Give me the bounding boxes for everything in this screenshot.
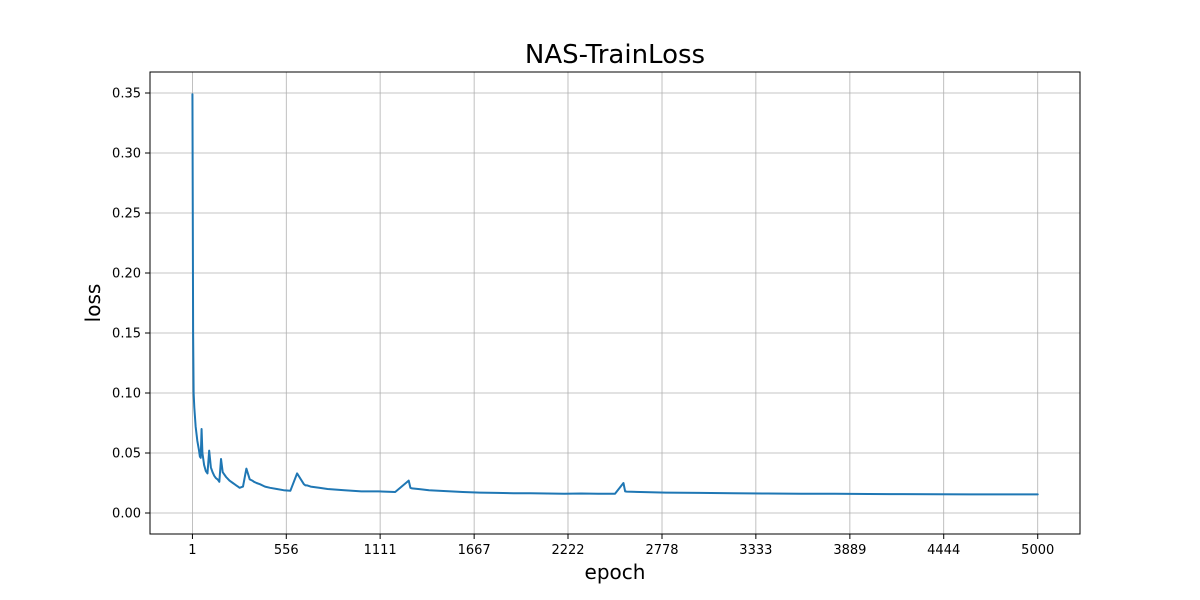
- x-tick-label: 3333: [739, 543, 772, 558]
- chart-title: NAS-TrainLoss: [525, 40, 705, 70]
- y-tick-label: 0.30: [112, 147, 141, 162]
- y-tick-label: 0.00: [112, 507, 141, 522]
- y-axis-ticks: 0.00 0.05 0.10 0.15 0.20 0.25 0.30 0.35: [112, 87, 150, 522]
- series-layer: [191, 93, 1039, 496]
- y-tick-label: 0.15: [112, 327, 141, 342]
- y-tick-label: 0.25: [112, 207, 141, 222]
- plot-frame: [149, 71, 1081, 535]
- x-tick-label: 4444: [927, 543, 960, 558]
- y-tick-label: 0.10: [112, 387, 141, 402]
- x-axis-ticks: 1 556 1111 1667 2222 2778 3333 3889 4444 5000: [188, 534, 1054, 558]
- x-tick-label: 1667: [458, 543, 491, 558]
- y-tick-label: 0.35: [112, 87, 141, 102]
- x-axis-label: epoch: [585, 560, 646, 584]
- x-tick-label: 3889: [833, 543, 866, 558]
- y-tick-label: 0.20: [112, 267, 141, 282]
- x-tick-label: 556: [274, 543, 299, 558]
- x-tick-label: 2778: [645, 543, 678, 558]
- grid-layer: [150, 72, 1080, 534]
- x-tick-label: 5000: [1021, 543, 1054, 558]
- y-tick-label: 0.05: [112, 447, 141, 462]
- series-line-0: [191, 93, 1039, 496]
- x-tick-label: 1111: [364, 543, 397, 558]
- x-tick-label: 1: [188, 543, 196, 558]
- y-axis-label: loss: [81, 284, 105, 323]
- x-tick-label: 2222: [551, 543, 584, 558]
